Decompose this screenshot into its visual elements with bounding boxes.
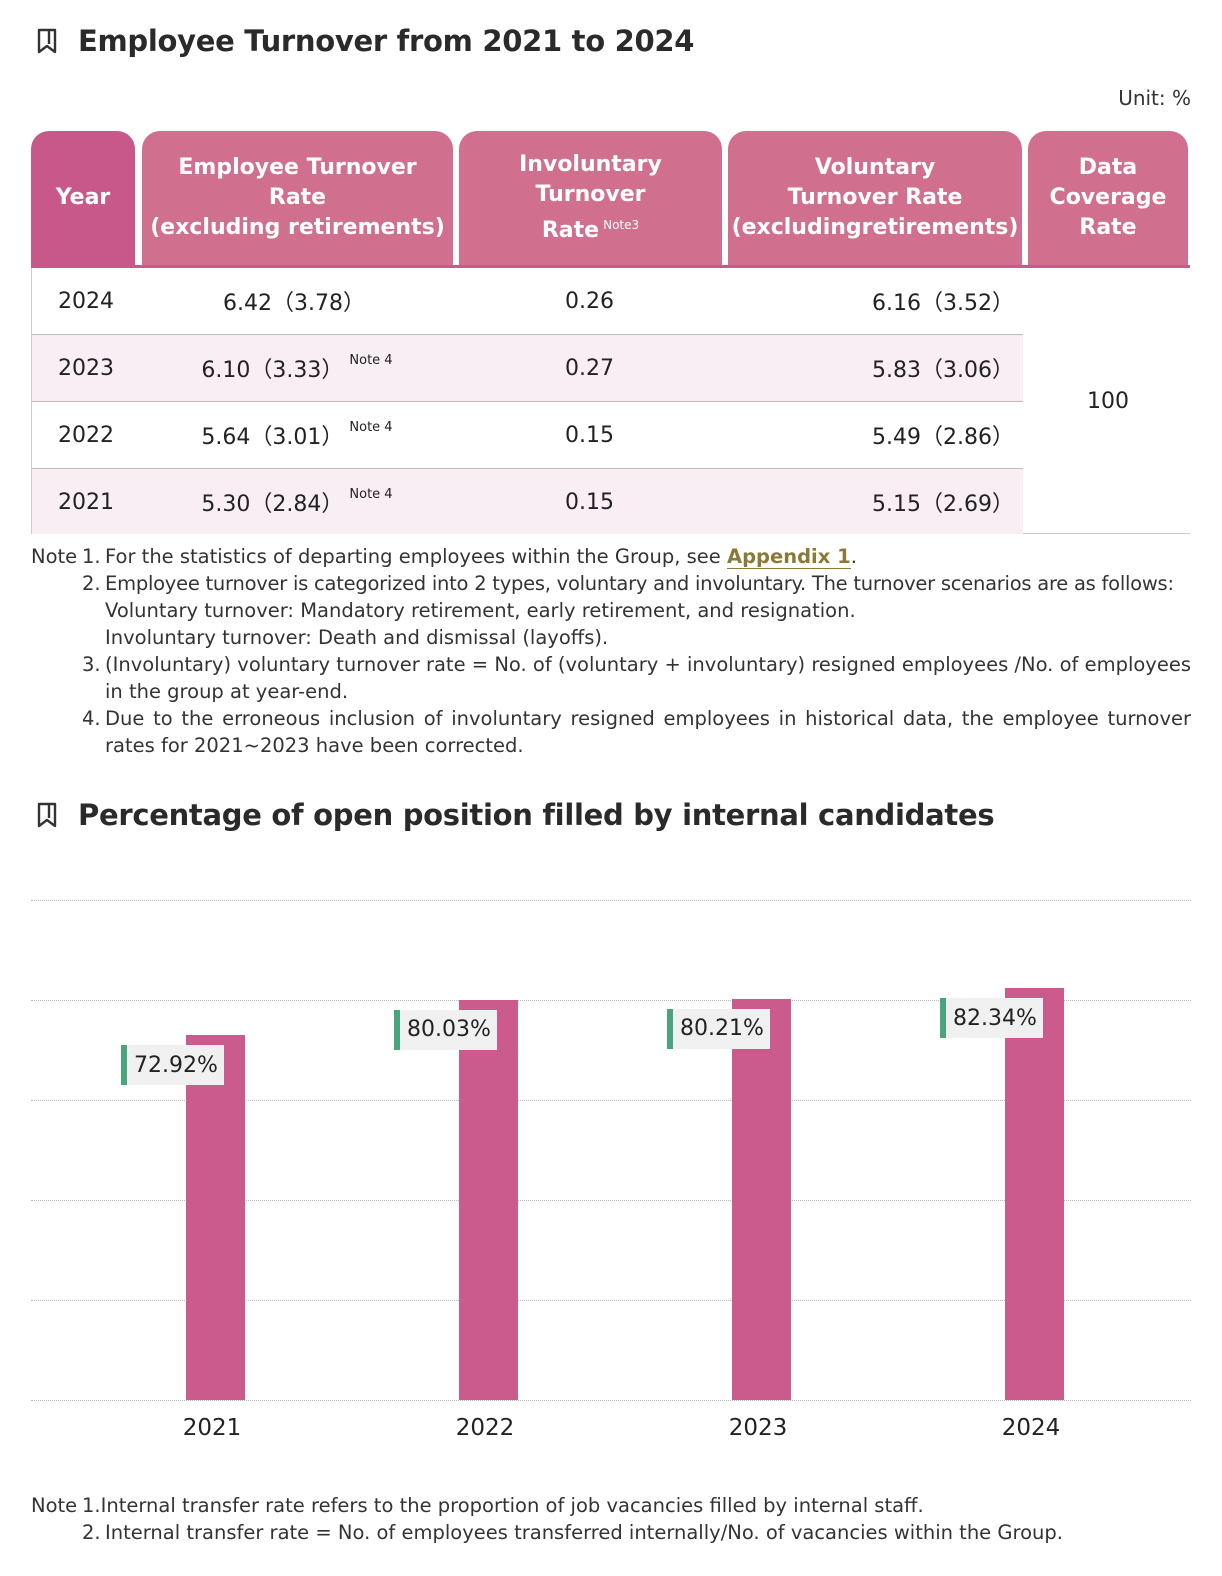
gridline [31, 900, 1191, 901]
note-item: 2. Internal transfer rate = No. of emplo… [82, 1521, 1063, 1544]
cell-turnover-rate: 5.64（3.01） Note 4 [201, 419, 393, 451]
note-subitem: Voluntary turnover: Mandatory retirement… [105, 599, 856, 622]
table-row: 2023 6.10（3.33） Note 4 0.27 5.83（3.06） [32, 335, 1023, 401]
cell-involuntary-rate: 0.27 [565, 355, 614, 381]
cell-year: 2023 [58, 355, 114, 381]
row-divider [32, 468, 1023, 469]
chart-bar [732, 998, 791, 1400]
table-notes: Note 1. For the statistics of departing … [31, 543, 1191, 759]
chart-bar [186, 1035, 245, 1400]
x-tick-label: 2022 [455, 1415, 515, 1441]
chart-notes: Note 1.Internal transfer rate refers to … [31, 1492, 1063, 1546]
bookmark-icon [37, 28, 57, 54]
table-row: 2022 5.64（3.01） Note 4 0.15 5.49（2.86） [32, 402, 1023, 468]
cell-involuntary-rate: 0.15 [565, 489, 614, 515]
cell-turnover-rate: 6.42（3.78） [223, 291, 365, 316]
note-item: 3. (Involuntary) voluntary turnover rate… [82, 653, 1191, 703]
gridline [31, 1200, 1191, 1201]
row-divider [32, 334, 1023, 335]
data-label: 80.21% [667, 1008, 770, 1049]
cell-involuntary-rate: 0.26 [565, 288, 614, 314]
cell-turnover-rate: 6.10（3.33） Note 4 [201, 352, 393, 384]
gridline [31, 1000, 1191, 1001]
gridline [31, 1400, 1191, 1401]
data-label: 80.03% [394, 1009, 497, 1050]
header-year: Year [31, 131, 135, 265]
page-title: Employee Turnover from 2021 to 2024 [78, 24, 695, 58]
cell-turnover-rate: 5.30（2.84） Note 4 [201, 486, 393, 518]
cell-year: 2024 [58, 288, 114, 314]
section-title-turnover: Employee Turnover from 2021 to 2024 [36, 24, 694, 58]
data-label: 72.92% [121, 1045, 224, 1086]
x-tick-label: 2024 [1001, 1415, 1061, 1441]
header-involuntary-rate: Involuntary Turnover Rate Note3 [459, 131, 722, 265]
table-row: 2021 5.30（2.84） Note 4 0.15 5.15（2.69） [32, 469, 1023, 534]
unit-label: Unit: % [1118, 86, 1191, 110]
cell-voluntary-rate: 5.83（3.06） [872, 358, 1014, 383]
cell-voluntary-rate: 5.15（2.69） [872, 492, 1014, 517]
section-title-internal: Percentage of open position filled by in… [36, 798, 995, 832]
x-tick-label: 2023 [728, 1415, 788, 1441]
note-subitem: Involuntary turnover: Death and dismissa… [105, 626, 609, 649]
table-body: 2024 6.42（3.78） 0.26 6.16（3.52） 2023 6.1… [31, 268, 1190, 534]
cell-year: 2021 [58, 489, 114, 515]
header-voluntary-rate: Voluntary Turnover Rate (excludingretire… [728, 131, 1022, 265]
x-tick-label: 2021 [182, 1415, 242, 1441]
header-turnover-rate: Employee Turnover Rate (excluding retire… [142, 131, 453, 265]
chart-bar [1005, 988, 1064, 1400]
gridline [31, 1100, 1191, 1101]
note-item: 2. Employee turnover is categorized into… [82, 572, 1174, 595]
cell-voluntary-rate: 6.16（3.52） [872, 291, 1014, 316]
table-row: 2024 6.42（3.78） 0.26 6.16（3.52） [32, 268, 1023, 334]
cell-coverage-rate: 100 [1087, 388, 1129, 414]
turnover-table: Year Employee Turnover Rate (excluding r… [31, 131, 1190, 534]
row-divider [32, 401, 1023, 402]
chart-bar [459, 999, 518, 1400]
note-item: Note 1. For the statistics of departing … [31, 545, 857, 569]
appendix-link[interactable]: Appendix 1 [726, 545, 851, 569]
data-label: 82.34% [940, 998, 1043, 1039]
note-item: Note 1.Internal transfer rate refers to … [31, 1494, 924, 1517]
cell-voluntary-rate: 5.49（2.86） [872, 425, 1014, 450]
internal-fill-chart: 72.92% 2021 80.03% 2022 80.21% 2023 82.34% 2024 [31, 850, 1191, 1470]
header-coverage-rate: Data Coverage Rate [1028, 131, 1188, 265]
cell-involuntary-rate: 0.15 [565, 422, 614, 448]
gridline [31, 1300, 1191, 1301]
note-item: 4. Due to the erroneous inclusion of inv… [82, 707, 1191, 757]
bookmark-icon [37, 802, 57, 828]
chart-title: Percentage of open position filled by in… [78, 798, 995, 832]
cell-year: 2022 [58, 422, 114, 448]
table-header: Year Employee Turnover Rate (excluding r… [31, 131, 1190, 268]
